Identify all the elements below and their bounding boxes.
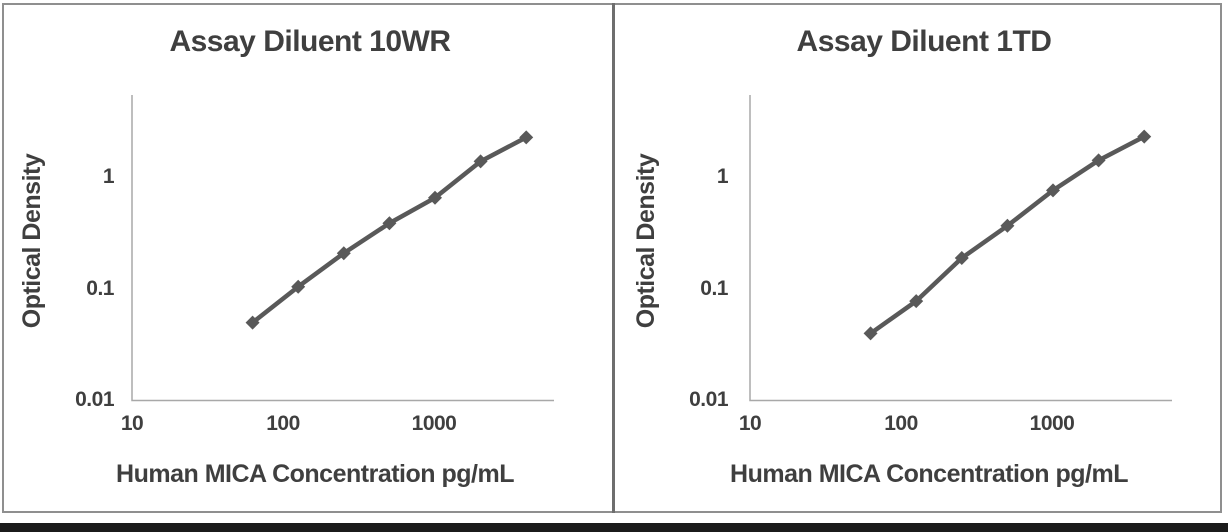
x-axis-label: Human MICA Concentration pg/mL xyxy=(730,460,1128,488)
x-tick-label: 1000 xyxy=(1029,412,1075,435)
data-point-marker xyxy=(1137,129,1152,144)
y-tick-label: 1 xyxy=(102,165,115,188)
axis-lines xyxy=(131,95,554,402)
x-tick-label: 100 xyxy=(884,412,918,435)
panel-divider xyxy=(612,3,615,513)
x-axis-label: Human MICA Concentration pg/mL xyxy=(116,460,514,488)
data-point-marker xyxy=(336,246,351,261)
y-tick-label: 0.1 xyxy=(86,277,114,300)
chart-title: Assay Diluent 1TD xyxy=(796,25,1052,58)
chart-title: Assay Diluent 10WR xyxy=(169,25,451,58)
data-point-marker xyxy=(1046,183,1060,198)
standard-curve-plot-left xyxy=(131,95,554,402)
x-tick-label: 1000 xyxy=(411,412,457,435)
data-point-marker xyxy=(863,326,878,341)
x-tick-label: 100 xyxy=(266,412,300,435)
chart-panel-left: Assay Diluent 10WR Optical Density Human… xyxy=(0,0,614,523)
y-tick-label: 0.01 xyxy=(689,388,728,411)
y-tick-label: 1 xyxy=(716,165,729,188)
bottom-border-bar xyxy=(0,523,1228,532)
data-point-marker xyxy=(382,216,397,231)
y-tick-label: 0.1 xyxy=(700,277,728,300)
standard-curve-line xyxy=(868,134,1147,336)
y-tick-label: 0.01 xyxy=(75,388,114,411)
data-point-marker xyxy=(428,190,442,205)
data-point-marker xyxy=(1091,153,1106,168)
data-point-marker xyxy=(519,130,534,145)
chart-panel-right: Assay Diluent 1TD Optical Density Human … xyxy=(614,0,1228,523)
data-point-marker xyxy=(245,315,260,330)
data-point-marker xyxy=(954,251,969,266)
data-point-marker xyxy=(909,294,924,309)
standard-curve-plot-right xyxy=(749,95,1172,402)
data-point-marker xyxy=(1000,218,1015,233)
data-point-marker xyxy=(473,154,488,169)
axis-lines xyxy=(749,95,1172,402)
x-tick-label: 10 xyxy=(120,412,144,435)
x-tick-label: 10 xyxy=(738,412,762,435)
data-point-marker xyxy=(291,279,306,294)
